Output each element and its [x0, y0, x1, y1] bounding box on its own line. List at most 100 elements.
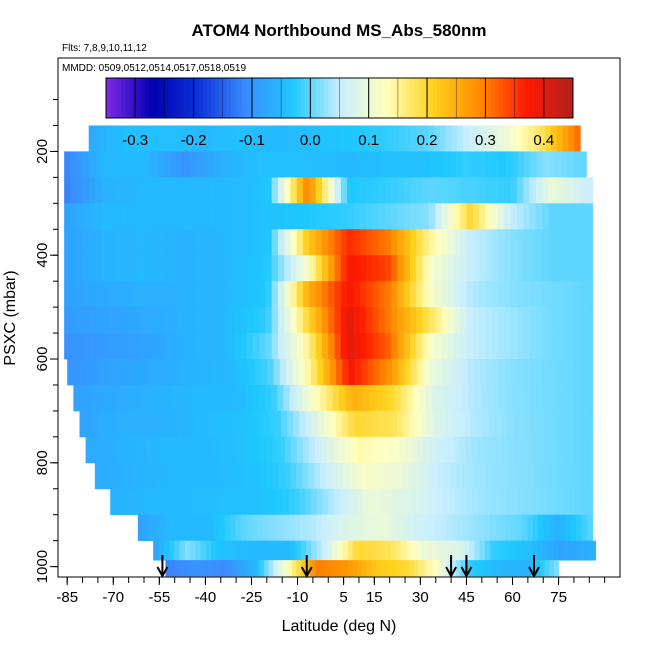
- colorbar-swatch: [285, 78, 290, 118]
- heat-cell: [409, 410, 416, 438]
- heat-cell: [510, 177, 518, 204]
- heat-cell: [467, 514, 474, 542]
- heat-cell: [366, 560, 372, 577]
- heat-cell: [586, 307, 593, 334]
- heat-cell: [154, 462, 161, 490]
- heat-cell: [526, 436, 533, 464]
- heat-cell: [504, 229, 512, 256]
- heat-cell: [416, 281, 424, 308]
- heat-cell: [237, 540, 244, 561]
- heat-cell: [85, 359, 93, 386]
- heat-cell: [509, 462, 516, 490]
- heat-cell: [575, 488, 582, 516]
- heat-cell: [422, 255, 430, 282]
- heat-cell: [109, 436, 117, 464]
- colorbar-tick-label: -0.1: [239, 132, 265, 149]
- heat-cell: [246, 125, 254, 152]
- heat-cell: [574, 125, 581, 152]
- heat-cell: [536, 359, 543, 386]
- heat-cell: [435, 229, 443, 256]
- heat-cell: [527, 514, 534, 542]
- heat-cell: [253, 488, 261, 516]
- heat-cell: [247, 488, 255, 516]
- heat-cell: [120, 281, 128, 308]
- heat-cell: [189, 281, 197, 308]
- heat-cell: [252, 281, 260, 308]
- heat-cell: [573, 384, 581, 412]
- heat-cell: [546, 488, 553, 516]
- colorbar-swatch: [238, 78, 243, 118]
- heat-cell: [235, 560, 241, 577]
- heat-cell: [151, 151, 158, 178]
- heat-cell: [332, 384, 340, 412]
- heat-cell: [302, 462, 309, 490]
- heat-cell: [365, 255, 373, 282]
- colorbar-swatch: [561, 78, 566, 118]
- heat-cell: [365, 229, 373, 256]
- heat-cell: [256, 410, 264, 438]
- colorbar-swatch: [144, 78, 150, 118]
- heat-cell: [431, 384, 439, 412]
- heat-cell: [332, 436, 340, 464]
- heat-cell: [108, 281, 116, 308]
- heat-cell: [101, 307, 109, 334]
- heat-cell: [505, 514, 512, 542]
- heat-cell: [290, 229, 298, 256]
- heat-cell: [277, 229, 285, 256]
- heat-cell: [333, 560, 340, 577]
- heat-cell: [321, 255, 329, 282]
- heat-cell: [562, 125, 569, 152]
- heat-cell: [176, 436, 183, 464]
- heat-cell: [499, 151, 507, 178]
- heat-cell: [154, 514, 161, 542]
- heat-cell: [186, 359, 193, 386]
- heat-cell: [121, 488, 129, 516]
- heat-cell: [579, 203, 587, 230]
- heat-cell: [303, 333, 310, 360]
- heat-cell: [580, 462, 588, 490]
- heat-cell: [425, 384, 433, 412]
- heat-cell: [114, 177, 122, 204]
- heat-cell: [454, 281, 461, 308]
- heat-cell: [391, 281, 399, 308]
- heat-cell: [365, 514, 372, 542]
- heat-cell: [264, 384, 272, 412]
- heat-cell: [363, 125, 371, 152]
- heat-cell: [135, 359, 143, 386]
- heat-cell: [139, 255, 147, 282]
- heat-cell: [357, 436, 364, 464]
- heat-cell: [164, 410, 172, 438]
- heat-cell: [171, 203, 178, 230]
- colorbar-swatch: [362, 78, 368, 118]
- heat-cell: [188, 560, 195, 577]
- heat-cell: [97, 410, 105, 438]
- x-tick-label: -10: [287, 589, 309, 606]
- heat-cell: [348, 514, 355, 542]
- heat-cell: [100, 125, 107, 152]
- heat-cell: [103, 436, 111, 464]
- heat-cell: [523, 177, 531, 204]
- heat-cell: [287, 151, 295, 178]
- heat-cell: [483, 436, 491, 464]
- heat-cell: [466, 229, 474, 256]
- heat-cell: [196, 488, 203, 516]
- heat-cell: [167, 488, 174, 516]
- heat-cell: [179, 359, 187, 386]
- heat-cell: [145, 281, 153, 308]
- heat-cell: [473, 462, 481, 490]
- heat-cell: [202, 203, 210, 230]
- heat-cell: [491, 462, 499, 490]
- heat-cell: [133, 307, 141, 334]
- heat-cell: [200, 436, 207, 464]
- heat-cell: [137, 514, 144, 542]
- heat-cell: [268, 560, 274, 577]
- heat-cell: [322, 125, 330, 152]
- heat-cell: [317, 359, 325, 386]
- heat-cell: [101, 203, 109, 230]
- colorbar-swatch: [281, 78, 286, 118]
- heat-cell: [328, 281, 336, 308]
- heat-cell: [447, 203, 455, 230]
- heat-cell: [328, 177, 336, 204]
- heat-cell: [428, 229, 436, 256]
- heat-cell: [183, 281, 191, 308]
